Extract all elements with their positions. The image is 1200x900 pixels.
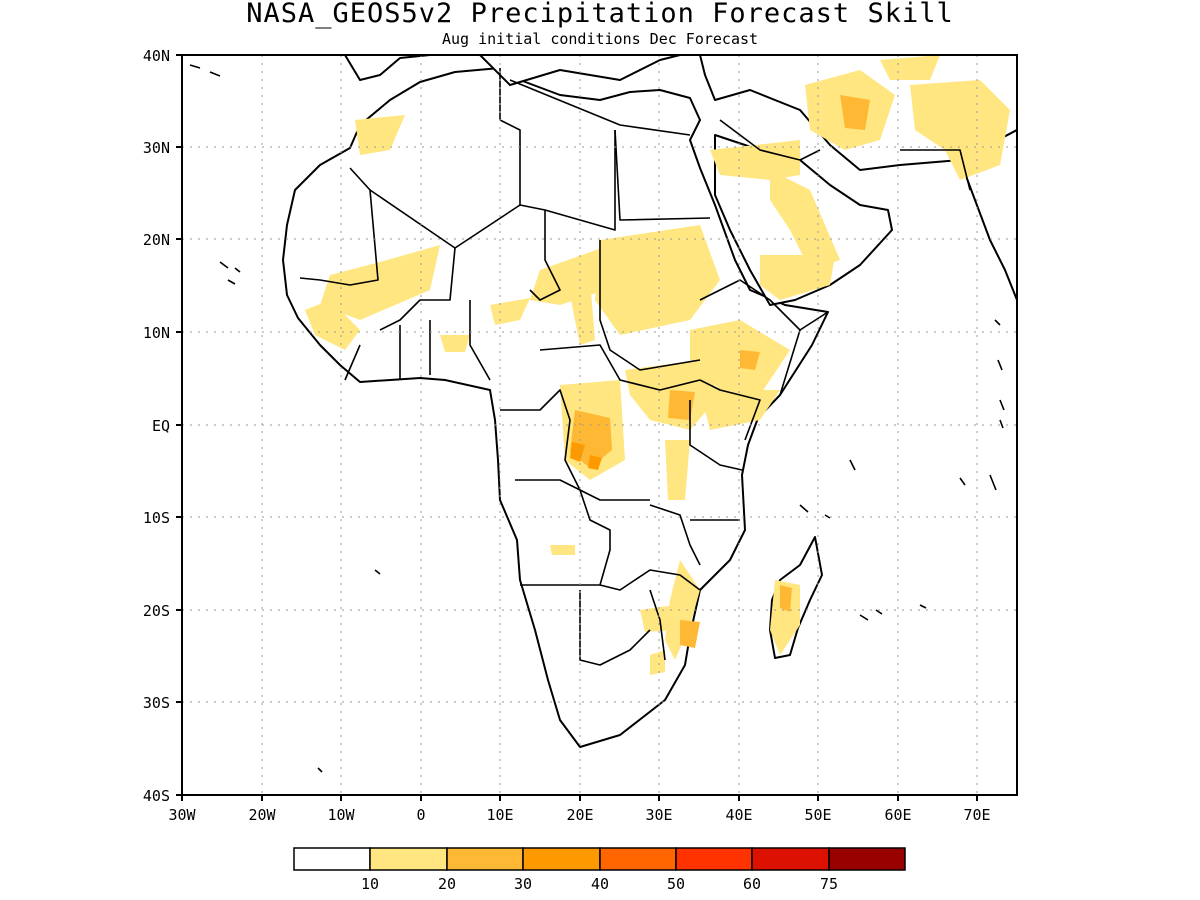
colorbar-swatch	[446, 847, 524, 871]
colorbar-swatch	[293, 847, 371, 871]
lon-tick-label: 30W	[168, 806, 196, 824]
colorbar-label: 20	[438, 875, 456, 893]
grid-lines	[182, 55, 1017, 795]
lon-tick-label: 60E	[884, 806, 911, 824]
lon-tick-label: 10W	[327, 806, 355, 824]
lat-tick-label: 10N	[143, 324, 170, 342]
lon-tick-label: 40E	[725, 806, 752, 824]
colorbar-label: 30	[514, 875, 532, 893]
lon-axis: 30W 20W 10W 0 10E 20E 30E 40E 50E 60E 70…	[168, 795, 991, 824]
lat-tick-label: EQ	[152, 417, 170, 435]
colorbar-label: 75	[820, 875, 838, 893]
lat-tick-label: 30S	[143, 694, 170, 712]
lon-tick-label: 20E	[566, 806, 593, 824]
colorbar-swatch	[675, 847, 753, 871]
islands	[189, 64, 1005, 773]
map-subtitle: Aug initial conditions Dec Forecast	[442, 30, 758, 48]
colorbar-swatch	[599, 847, 677, 871]
colorbar-label: 60	[743, 875, 761, 893]
map-title: NASA_GEOS5v2 Precipitation Forecast Skil…	[246, 0, 953, 29]
lon-tick-label: 30E	[645, 806, 672, 824]
lat-tick-label: 40N	[143, 47, 170, 65]
colorbar-swatch	[828, 847, 906, 871]
lat-tick-label: 20N	[143, 231, 170, 249]
colorbar-swatch	[751, 847, 830, 871]
colorbar-label: 10	[361, 875, 379, 893]
lon-tick-label: 50E	[804, 806, 831, 824]
colorbar-label: 50	[667, 875, 685, 893]
lat-axis: 40N 30N 20N 10N EQ 10S 20S 30S 40S	[143, 47, 182, 805]
lat-tick-label: 20S	[143, 602, 170, 620]
lon-tick-label: 10E	[486, 806, 513, 824]
country-borders	[299, 68, 971, 666]
colorbar: 10 20 30 40 50 60 75	[293, 847, 906, 893]
lon-tick-label: 0	[416, 806, 425, 824]
lat-tick-label: 40S	[143, 787, 170, 805]
lon-tick-label: 70E	[963, 806, 990, 824]
lon-tick-label: 20W	[248, 806, 276, 824]
colorbar-label: 40	[591, 875, 609, 893]
lat-tick-label: 30N	[143, 139, 170, 157]
map-area	[181, 54, 1018, 796]
colorbar-swatch	[522, 847, 601, 871]
lat-tick-label: 10S	[143, 509, 170, 527]
skill-shading	[305, 55, 1010, 675]
colorbar-swatch	[369, 847, 448, 871]
